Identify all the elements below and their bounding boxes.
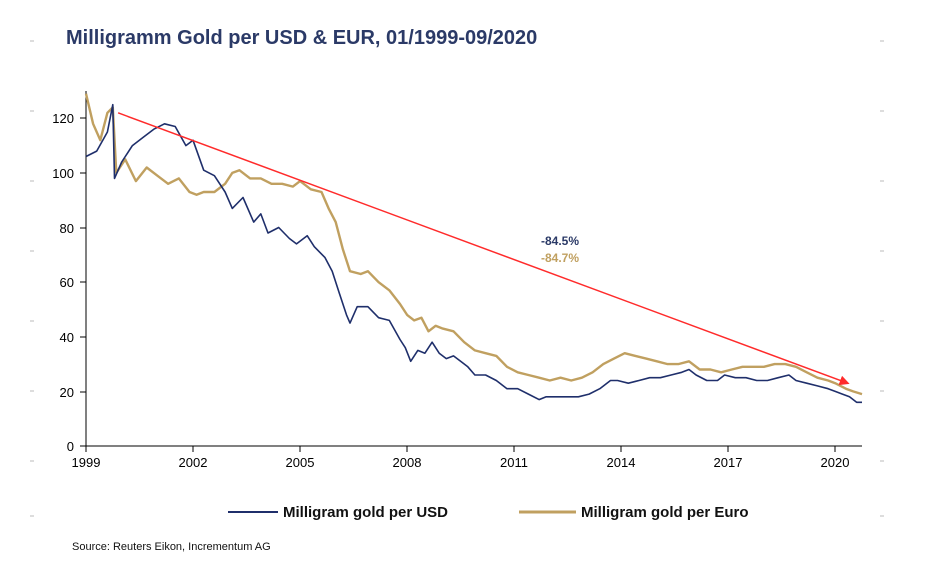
legend-label-eur: Milligram gold per Euro bbox=[581, 504, 749, 521]
x-tick-label-2005: 2005 bbox=[286, 455, 315, 470]
annotation-usd-change: -84.5% bbox=[541, 234, 579, 248]
x-tick-label-2020: 2020 bbox=[821, 455, 850, 470]
edge-dots bbox=[30, 40, 884, 517]
trend-arrow bbox=[117, 112, 850, 386]
x-tick-label-2017: 2017 bbox=[714, 455, 743, 470]
x-tick-label-2002: 2002 bbox=[179, 455, 208, 470]
y-tick-label-20: 20 bbox=[60, 385, 74, 400]
y-tick-label-120: 120 bbox=[52, 111, 74, 126]
y-axis: 0 20 40 60 80 100 120 bbox=[52, 91, 87, 454]
y-tick-label-60: 60 bbox=[60, 275, 74, 290]
x-tick-label-2014: 2014 bbox=[607, 455, 636, 470]
x-axis: 1999 2002 2005 2008 2011 2014 2017 2020 bbox=[72, 445, 862, 470]
y-tick-label-40: 40 bbox=[60, 330, 74, 345]
x-tick-label-2008: 2008 bbox=[393, 455, 422, 470]
x-tick-label-2011: 2011 bbox=[500, 455, 528, 470]
series-line-gold-per-euro bbox=[84, 93, 863, 396]
legend: Milligram gold per USD Milligram gold pe… bbox=[228, 504, 749, 521]
y-tick-label-100: 100 bbox=[52, 166, 74, 181]
source-note: Source: Reuters Eikon, Incrementum AG bbox=[72, 541, 271, 553]
chart-title: Milligramm Gold per USD & EUR, 01/1999-0… bbox=[66, 27, 537, 49]
series-line-gold-per-usd bbox=[85, 103, 862, 404]
y-tick-label-80: 80 bbox=[60, 221, 74, 236]
x-tick-label-1999: 1999 bbox=[72, 455, 101, 470]
y-tick-label-0: 0 bbox=[67, 439, 74, 454]
annotation-eur-change: -84.7% bbox=[541, 251, 579, 265]
legend-label-usd: Milligram gold per USD bbox=[283, 504, 448, 521]
